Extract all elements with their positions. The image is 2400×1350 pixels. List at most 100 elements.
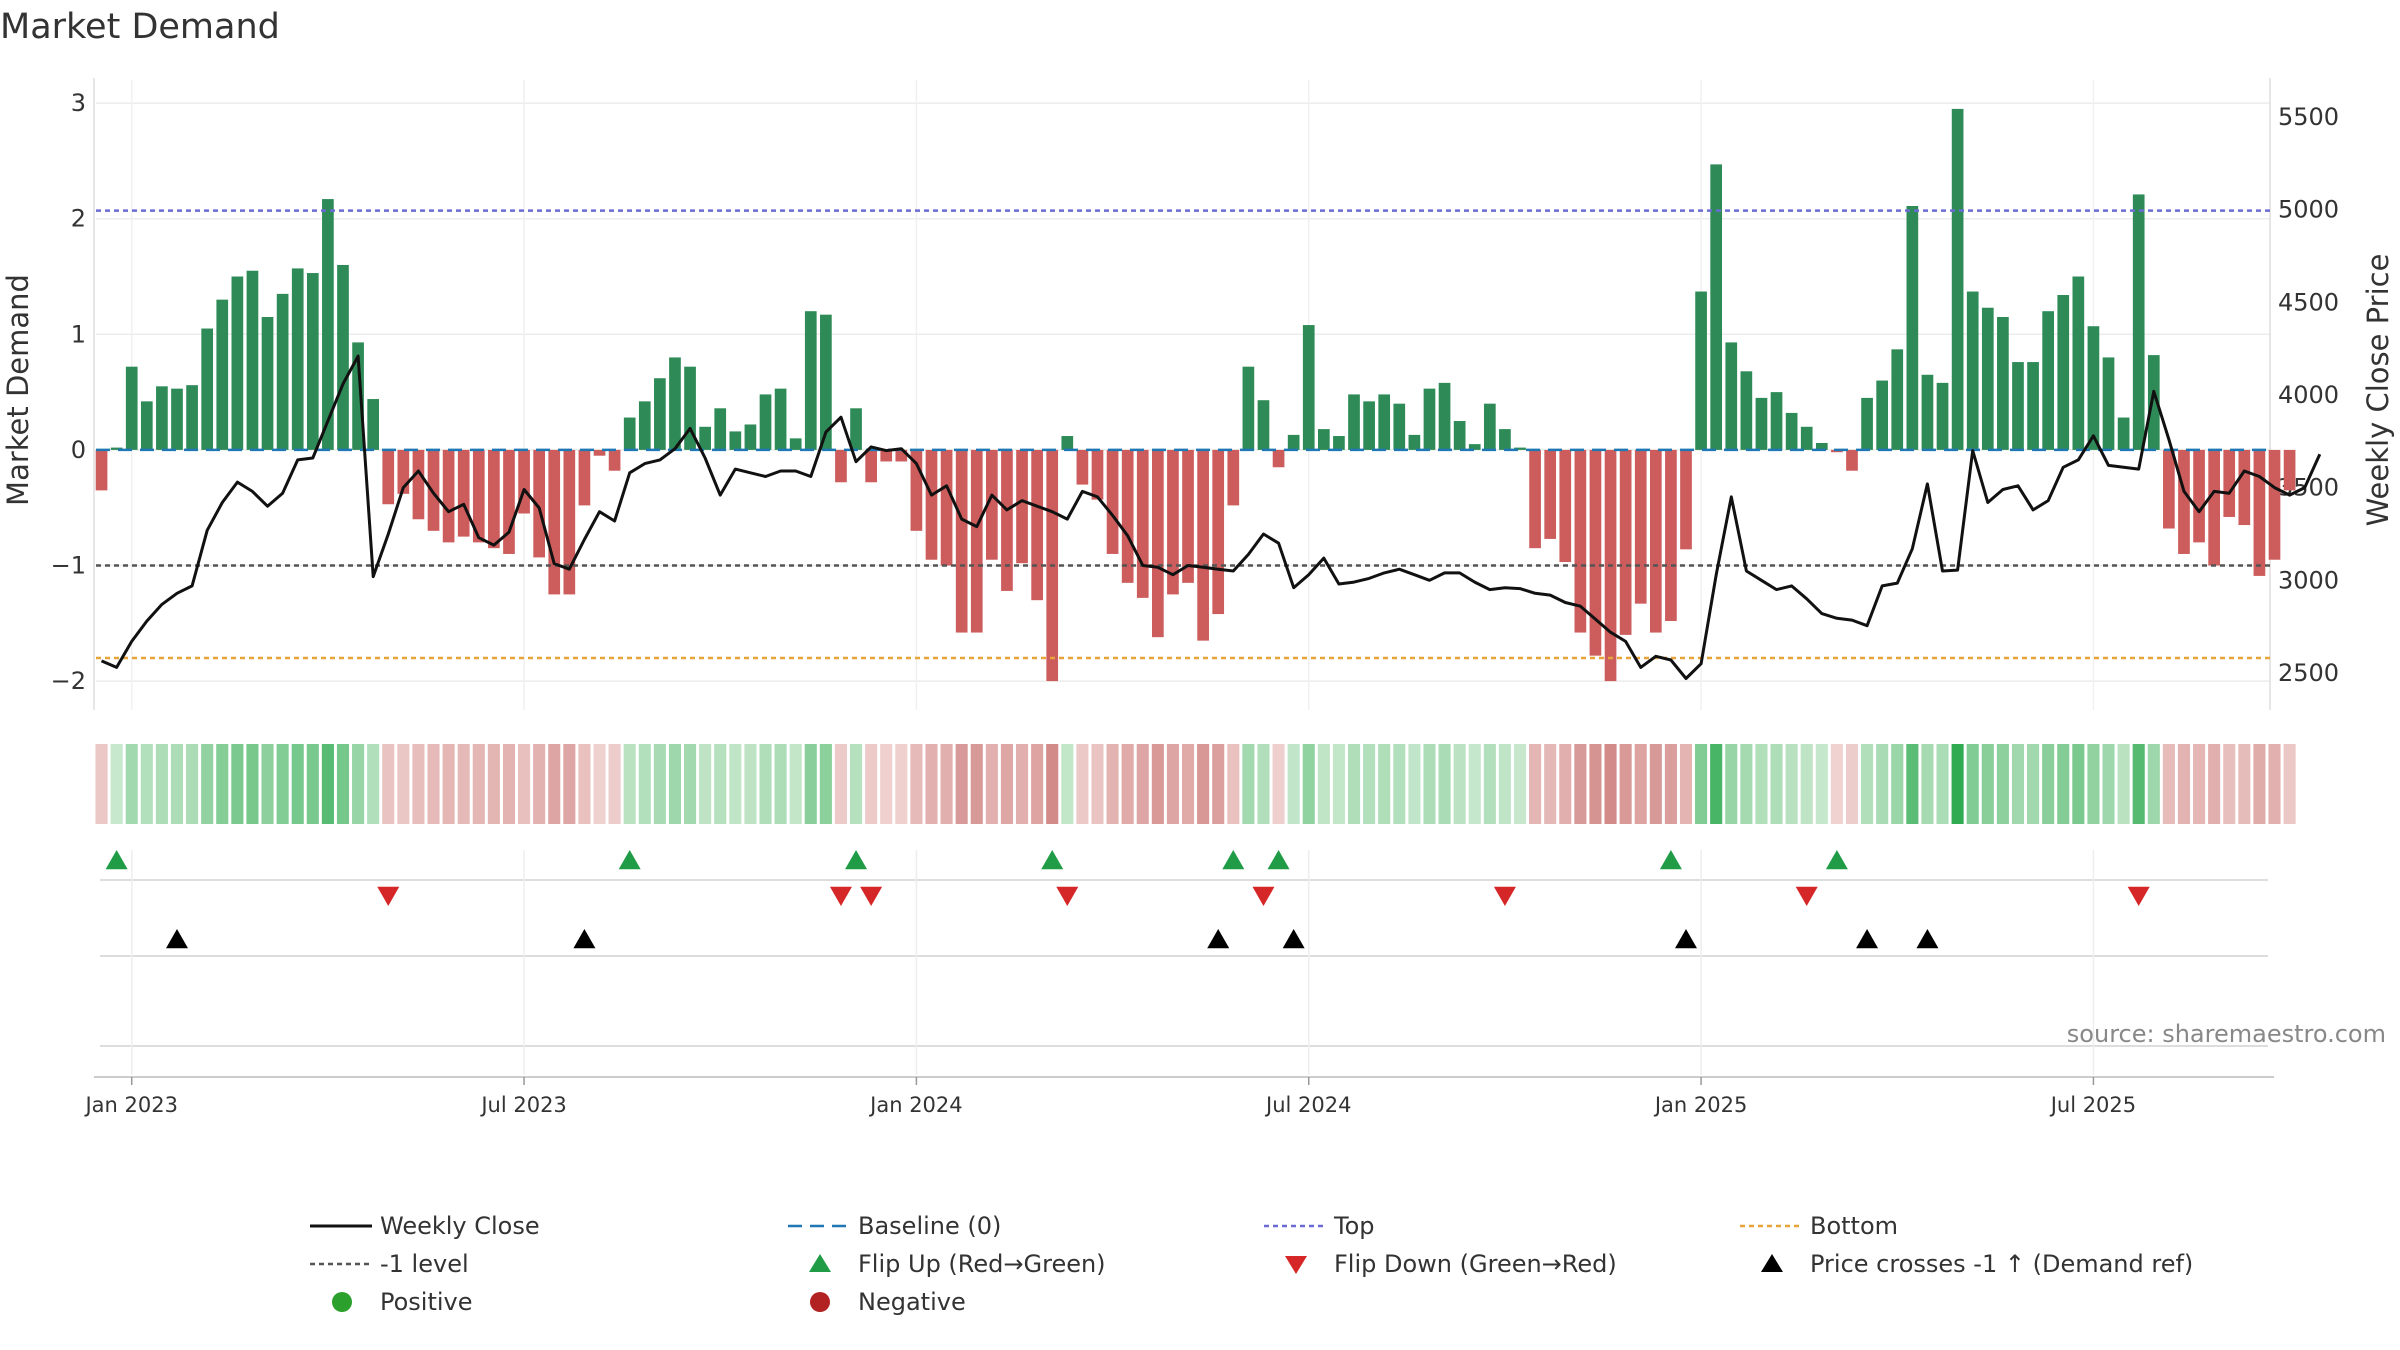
flip-up-marker — [1825, 850, 1848, 870]
left-axis-ticks: 3 2 1 0 −1 −2 — [51, 89, 86, 695]
heat-cell — [427, 744, 440, 824]
bar-negative — [895, 449, 908, 462]
heat-cell — [1876, 744, 1889, 824]
legend-item: Flip Up (Red→Green) — [809, 1250, 1106, 1278]
heat-cell — [1710, 744, 1723, 824]
heat-cell — [2087, 744, 2100, 824]
bar-positive — [1423, 388, 1436, 450]
heat-cell — [2057, 744, 2070, 824]
heat-cell — [1770, 744, 1783, 824]
bar-negative — [1634, 449, 1647, 604]
legend-label: Flip Up (Red→Green) — [858, 1250, 1106, 1278]
bar-positive — [2012, 362, 2024, 450]
heat-cell — [578, 744, 591, 824]
heat-cell — [246, 744, 259, 824]
heat-cell — [502, 744, 516, 824]
heat-cell — [2132, 744, 2145, 824]
heat-cell — [1378, 744, 1391, 824]
bar-positive — [669, 357, 681, 450]
bar-positive — [1891, 349, 1904, 450]
flip-up-marker — [845, 850, 868, 870]
heat-cell — [1529, 744, 1542, 824]
heat-cell — [1513, 744, 1527, 824]
bar-negative — [2283, 449, 2296, 491]
legend-label: Top — [1333, 1212, 1375, 1240]
heat-cell — [518, 744, 531, 824]
bar-positive — [1242, 366, 1255, 450]
signal-markers — [94, 850, 2274, 1078]
bar-positive — [2057, 295, 2070, 450]
bar-negative — [880, 449, 893, 462]
heat-cell — [2208, 744, 2221, 824]
bar-negative — [1529, 449, 1541, 549]
bar-positive — [2087, 326, 2100, 450]
legend-label: Positive — [380, 1288, 473, 1316]
heat-cell — [789, 744, 802, 824]
heat-cell — [940, 744, 953, 824]
bar-positive — [2027, 362, 2039, 450]
bar-positive — [789, 438, 802, 450]
bar-negative — [593, 449, 606, 456]
legend-label: Price crosses -1 ↑ (Demand ref) — [1810, 1250, 2193, 1278]
heat-cell — [186, 744, 199, 824]
bar-positive — [1951, 108, 1964, 450]
right-tick-label: 4500 — [2278, 288, 2339, 316]
bar-negative — [563, 449, 576, 595]
flip-up-marker — [1041, 850, 1064, 870]
bar-positive — [291, 268, 304, 450]
heat-cell — [608, 744, 621, 824]
legend-swatch-triangle-up — [809, 1254, 831, 1272]
heat-cell — [774, 744, 787, 824]
heat-cell — [1830, 744, 1843, 824]
heat-cell — [1679, 744, 1693, 824]
left-tick-label: 1 — [71, 320, 86, 348]
bar-positive — [186, 385, 198, 450]
heat-cell — [291, 744, 304, 824]
bar-positive — [759, 394, 772, 450]
bar-positive — [654, 378, 666, 450]
bar-negative — [457, 449, 470, 537]
flip-up-marker — [105, 850, 128, 870]
bar-negative — [1136, 449, 1149, 598]
heat-cell — [2117, 744, 2130, 824]
legend-item: Baseline (0) — [788, 1212, 1001, 1240]
flip-up-marker — [1659, 850, 1682, 870]
reference-lines — [96, 209, 2270, 660]
heat-cell — [1423, 744, 1436, 824]
heat-cell — [2027, 744, 2040, 824]
bar-positive — [1499, 429, 1511, 450]
bar-positive — [1861, 397, 1873, 450]
bar-negative — [1665, 449, 1677, 621]
bar-negative — [1031, 449, 1043, 601]
bar-negative — [608, 449, 621, 471]
heat-cell — [1363, 744, 1376, 824]
bar-positive — [804, 311, 817, 450]
heat-cell — [2011, 744, 2025, 824]
heat-cell — [336, 744, 350, 824]
bar-positive — [1815, 442, 1828, 450]
bar-positive — [1876, 380, 1889, 450]
bar-negative — [1272, 449, 1285, 468]
bar-positive — [1302, 325, 1315, 450]
heat-cell — [1408, 744, 1421, 824]
legend-item: Positive — [332, 1288, 473, 1316]
x-tick-label: Jan 2023 — [83, 1093, 178, 1117]
heat-cell — [95, 744, 108, 824]
bar-positive — [1770, 392, 1783, 450]
flip-down-marker — [1795, 886, 1818, 906]
right-tick-label: 4000 — [2278, 381, 2339, 409]
bar-positive — [1725, 342, 1738, 450]
heat-cell — [1966, 744, 1979, 824]
heat-cell — [1076, 744, 1089, 824]
heat-cell — [1015, 744, 1029, 824]
heat-cell — [850, 744, 863, 824]
bar-positive — [1348, 394, 1360, 450]
heat-cell — [955, 744, 968, 824]
flip-up-marker — [1222, 850, 1245, 870]
heat-cell — [804, 744, 817, 824]
bar-negative — [2268, 449, 2281, 560]
weekly-close-line — [100, 354, 2322, 680]
bar-positive — [2132, 194, 2145, 450]
bar-positive — [684, 366, 696, 450]
heat-cell — [1332, 744, 1345, 824]
